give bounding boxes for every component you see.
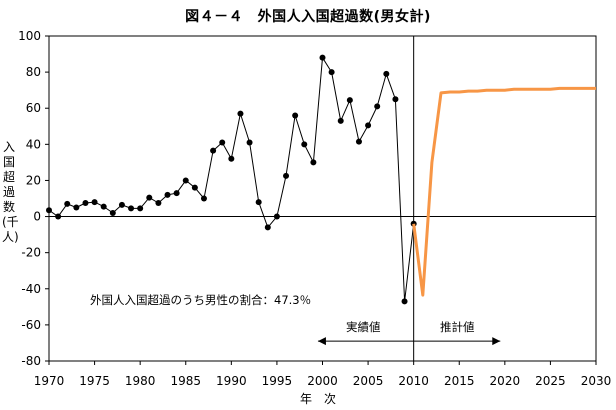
data-point — [319, 54, 326, 61]
data-point — [210, 147, 217, 154]
y-tick-label: 0 — [33, 210, 41, 224]
data-point — [64, 200, 71, 207]
x-tick-label: 2025 — [535, 374, 566, 388]
data-point — [146, 194, 153, 201]
data-point — [173, 190, 180, 197]
data-point — [46, 207, 52, 214]
data-point — [337, 117, 344, 124]
data-point — [164, 191, 171, 198]
male-ratio-annotation: 外国人入国超過のうち男性の割合：47.3％ — [90, 293, 312, 307]
data-point — [365, 122, 372, 129]
x-tick-label: 2020 — [490, 374, 521, 388]
data-point — [310, 159, 317, 166]
x-tick-label: 1975 — [79, 374, 110, 388]
data-point — [109, 209, 116, 216]
x-axis-label: 年 次 — [300, 392, 337, 406]
data-point — [292, 112, 299, 119]
data-point — [255, 199, 262, 206]
data-point — [219, 139, 226, 146]
data-point — [246, 139, 253, 146]
y-tick-label: -40 — [21, 282, 41, 296]
x-tick-label: 2010 — [398, 374, 429, 388]
data-point — [264, 224, 271, 231]
x-tick-label: 1980 — [125, 374, 156, 388]
data-point — [118, 201, 125, 208]
data-point — [346, 97, 353, 104]
series-line — [48, 57, 415, 302]
y-tick-label: 20 — [26, 173, 41, 187]
data-point — [237, 110, 244, 117]
y-tick-label: 100 — [18, 29, 41, 43]
data-point — [328, 69, 335, 76]
x-tick-label: 1985 — [170, 374, 201, 388]
y-tick-label: 40 — [26, 137, 41, 151]
data-point — [273, 213, 280, 220]
data-point — [401, 298, 408, 305]
data-point — [155, 200, 162, 207]
data-point — [200, 195, 207, 202]
data-point — [383, 70, 390, 77]
data-point — [137, 205, 144, 212]
data-point — [100, 203, 107, 210]
region-arrow-left-head — [317, 337, 326, 346]
y-tick-label: -20 — [21, 246, 41, 260]
data-point — [191, 184, 198, 191]
x-tick-label: 2015 — [444, 374, 475, 388]
data-point — [55, 213, 62, 220]
actual-values-label: 実績値 — [346, 320, 381, 334]
data-point — [73, 204, 80, 211]
data-point — [355, 138, 362, 145]
y-axis-label: 入国超過数(千人) — [2, 140, 19, 244]
chart-title: 図４－４ 外国人入国超過数(男女計) — [185, 9, 431, 25]
projected-values-label: 推計値 — [440, 320, 475, 334]
plot-frame — [48, 35, 597, 362]
y-tick-label: 80 — [26, 65, 41, 79]
x-tick-label: 2000 — [307, 374, 338, 388]
data-point — [91, 199, 98, 206]
y-tick-label: -60 — [21, 318, 41, 332]
data-point — [392, 96, 399, 103]
y-tick-label: 60 — [26, 101, 41, 115]
x-tick-label: 1995 — [262, 374, 293, 388]
region-arrow-right-head — [492, 337, 501, 346]
data-point — [374, 103, 381, 110]
y-tick-label: -80 — [21, 354, 41, 368]
x-tick-label: 2030 — [581, 374, 612, 388]
data-point — [82, 200, 89, 207]
data-point — [182, 177, 189, 184]
data-point — [301, 141, 308, 148]
x-tick-label: 2005 — [353, 374, 384, 388]
data-point — [228, 155, 235, 162]
data-point — [128, 205, 135, 212]
series-line — [412, 86, 596, 297]
x-tick-label: 1970 — [34, 374, 65, 388]
x-tick-label: 1990 — [216, 374, 247, 388]
data-point — [283, 172, 290, 179]
